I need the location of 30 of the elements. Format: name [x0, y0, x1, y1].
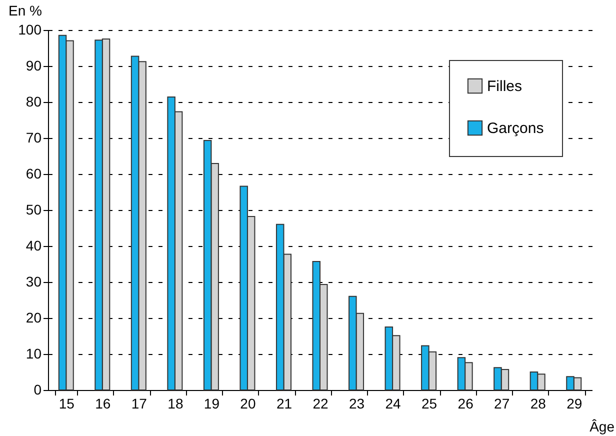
legend-label: Garçons — [487, 120, 544, 137]
y-tick-label: 100 — [18, 22, 42, 38]
y-tick-label: 70 — [26, 130, 42, 146]
x-tick-label: 27 — [494, 396, 510, 412]
x-tick-label: 15 — [58, 396, 75, 412]
y-tick-label: 60 — [26, 166, 42, 182]
x-tick-label: 26 — [458, 396, 474, 412]
x-tick-label: 23 — [348, 396, 365, 412]
y-axis-title: En % — [8, 2, 42, 18]
y-tick-label: 90 — [26, 58, 42, 74]
x-axis-title: Âge — [590, 418, 615, 434]
y-tick-label: 30 — [26, 274, 42, 290]
y-tick-label: 0 — [34, 382, 42, 398]
y-tick-label: 50 — [26, 202, 42, 218]
y-tick-label: 80 — [26, 94, 42, 110]
x-tick-label: 28 — [530, 396, 546, 412]
x-tick-label: 22 — [312, 396, 328, 412]
x-tick-label: 21 — [276, 396, 292, 412]
x-tick-label: 25 — [422, 396, 438, 412]
y-tick-label: 20 — [26, 310, 42, 326]
x-tick-label: 19 — [204, 396, 220, 412]
x-tick-label: 29 — [566, 396, 582, 412]
y-tick-label: 40 — [26, 238, 42, 254]
legend-label: Filles — [487, 78, 522, 95]
x-tick-label: 24 — [385, 396, 402, 412]
y-tick-label: 10 — [26, 346, 42, 362]
x-tick-label: 17 — [131, 396, 148, 412]
x-tick-label: 18 — [168, 396, 184, 412]
x-tick-label: 16 — [95, 396, 111, 412]
x-tick-label: 20 — [240, 396, 256, 412]
